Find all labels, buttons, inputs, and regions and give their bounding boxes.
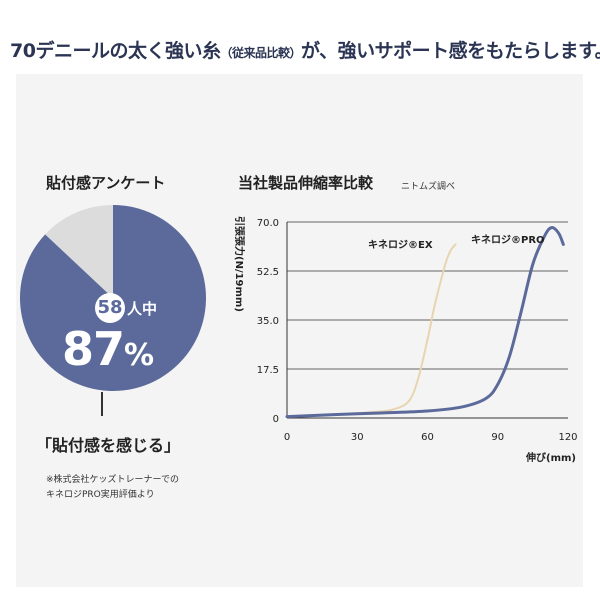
respondents-suffix: 人中 <box>127 299 158 318</box>
chart-source-note: ニトムズ調べ <box>401 182 456 192</box>
percent-label: 87% <box>62 322 172 376</box>
respondents-label: 58 人中 <box>95 293 185 323</box>
survey-note-line1: ※株式会社ケッズトレーナーでの <box>46 475 180 485</box>
survey-caption: 「貼付感を感じる」 <box>36 436 181 455</box>
percent-sign: % <box>124 338 154 373</box>
pie-slice-1 <box>45 205 113 298</box>
headline: 70デニールの太く強い糸（従来品比較）が、強いサポート感をもたらします。 <box>10 36 600 63</box>
headline-part3: が、強いサポート感をもたらします。 <box>300 40 600 62</box>
headline-part2: （従来品比較） <box>220 46 301 60</box>
respondents-badge: 58 <box>95 293 125 323</box>
survey-note: ※株式会社ケッズトレーナーでの キネロジPRO実用評価より <box>46 473 216 503</box>
headline-part1: 70デニールの太く強い糸 <box>10 40 221 62</box>
leader-line <box>101 392 103 416</box>
survey-note-line2: キネロジPRO実用評価より <box>46 490 155 500</box>
percent-value: 87 <box>62 322 125 376</box>
survey-title: 貼付感アンケート <box>46 174 166 192</box>
chart-title: 当社製品伸縮率比較 <box>238 174 374 192</box>
